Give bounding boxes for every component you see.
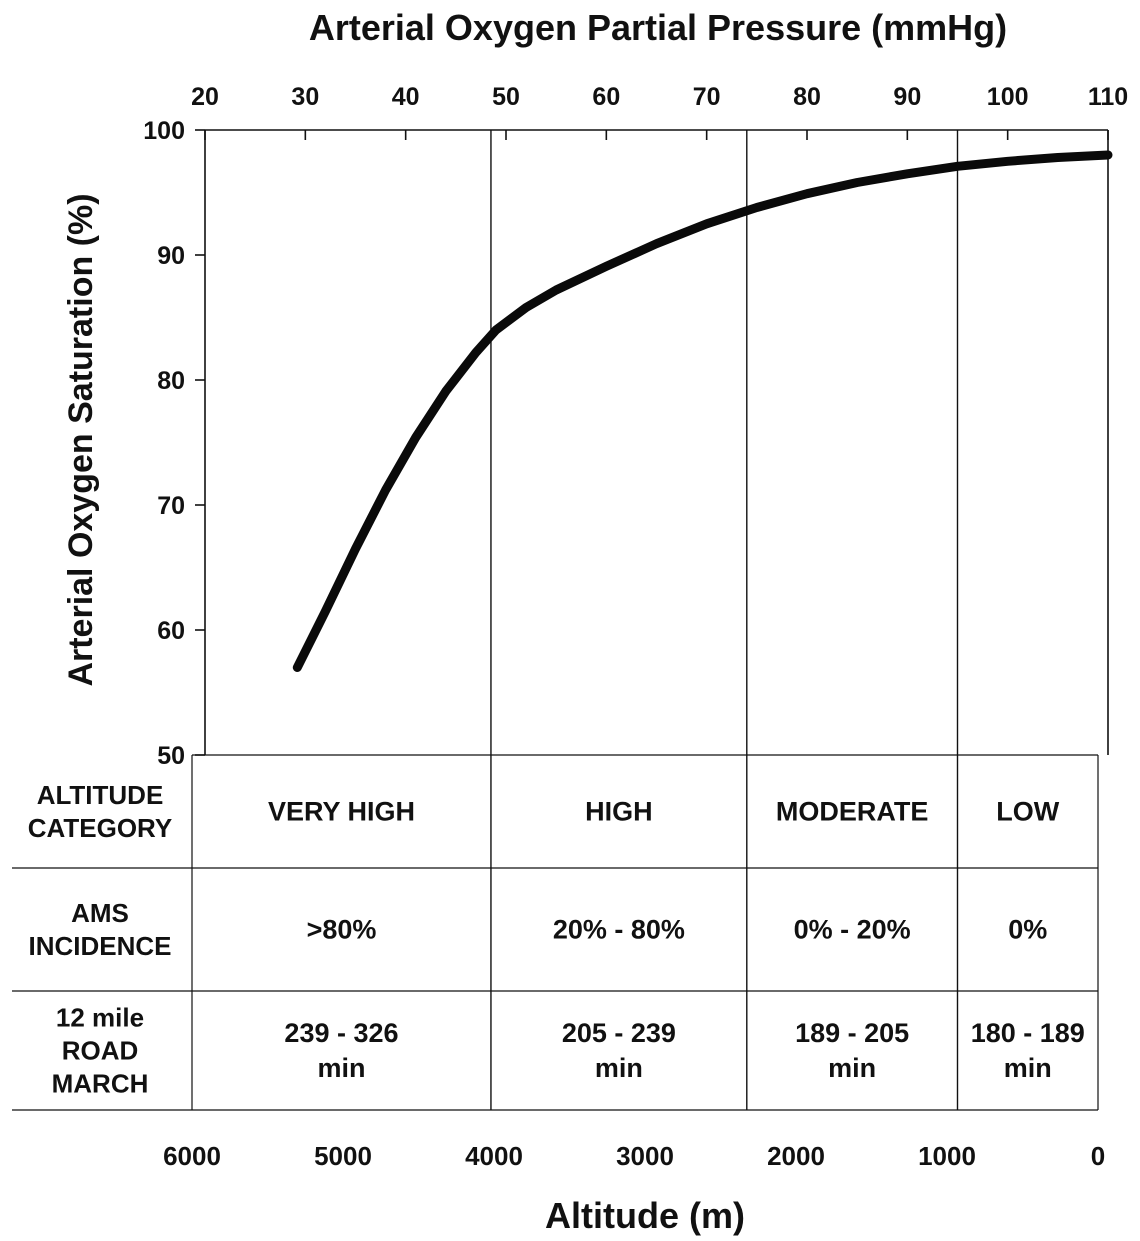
top-axis-title: Arterial Oxygen Partial Pressure (mmHg): [309, 7, 1007, 48]
y-axis: 100 90 80 70 60 50: [143, 117, 205, 770]
table-cell: 20% - 80%: [553, 915, 685, 945]
table-cell: 205 - 239: [562, 1018, 676, 1048]
table-cell: VERY HIGH: [268, 797, 415, 827]
table-cell: min: [1004, 1053, 1052, 1083]
y-tick-label: 80: [157, 367, 185, 395]
table-cell: MODERATE: [776, 797, 929, 827]
category-boundaries: [490, 130, 959, 1110]
altitude-tick-label: 6000: [163, 1141, 221, 1171]
series-group: [292, 150, 1113, 672]
y-tick-label: 70: [157, 492, 185, 520]
table-cell: min: [828, 1053, 876, 1083]
altitude-tick-label: 1000: [918, 1141, 976, 1171]
table-row-label: MARCH: [52, 1069, 149, 1099]
top-tick-label: 60: [592, 83, 620, 111]
table-row-label: ALTITUDE: [37, 780, 164, 810]
y-axis-title: Arterial Oxygen Saturation (%): [62, 193, 100, 686]
table-row-label: AMS: [71, 898, 129, 928]
table-cell: 0% - 20%: [794, 915, 911, 945]
y-tick-label: 100: [143, 117, 185, 145]
table-cell: HIGH: [585, 797, 653, 827]
table-cell: 189 - 205: [795, 1018, 909, 1048]
table-cell: 0%: [1008, 915, 1047, 945]
table-row-label: INCIDENCE: [28, 931, 171, 961]
top-tick-label: 110: [1088, 83, 1128, 111]
top-tick-label: 100: [987, 83, 1029, 111]
table-cell: 180 - 189: [971, 1018, 1085, 1048]
top-tick-label: 80: [793, 83, 821, 111]
table-cell: min: [317, 1053, 365, 1083]
table-cell: 239 - 326: [284, 1018, 398, 1048]
table-cell: min: [595, 1053, 643, 1083]
table-cell: LOW: [996, 797, 1059, 827]
top-tick-label: 90: [893, 83, 921, 111]
table-row-label: CATEGORY: [28, 813, 172, 843]
y-tick-label: 50: [157, 742, 185, 770]
y-tick-label: 90: [157, 242, 185, 270]
top-tick-label: 70: [693, 83, 721, 111]
table-row-label: 12 mile: [56, 1003, 144, 1033]
altitude-tick-label: 2000: [767, 1141, 825, 1171]
top-tick-label: 20: [191, 83, 219, 111]
altitude-tick-label: 5000: [314, 1141, 372, 1171]
altitude-tick-label: 3000: [616, 1141, 674, 1171]
bottom-axis-title: Altitude (m): [545, 1195, 745, 1236]
top-tick-label: 40: [392, 83, 420, 111]
table-cell: >80%: [307, 915, 377, 945]
altitude-tick-label: 4000: [465, 1141, 523, 1171]
table-row-label: ROAD: [62, 1036, 139, 1066]
saturation-curve: [292, 150, 1113, 672]
top-tick-label: 30: [291, 83, 319, 111]
top-tick-label: 50: [492, 83, 520, 111]
y-tick-label: 60: [157, 617, 185, 645]
bottom-axis: 6000 5000 4000 3000 2000 1000 0: [163, 1141, 1105, 1171]
altitude-tick-label: 0: [1091, 1141, 1105, 1171]
top-axis: 20 30 40 50 60 70 80 90 100 110: [191, 83, 1128, 140]
